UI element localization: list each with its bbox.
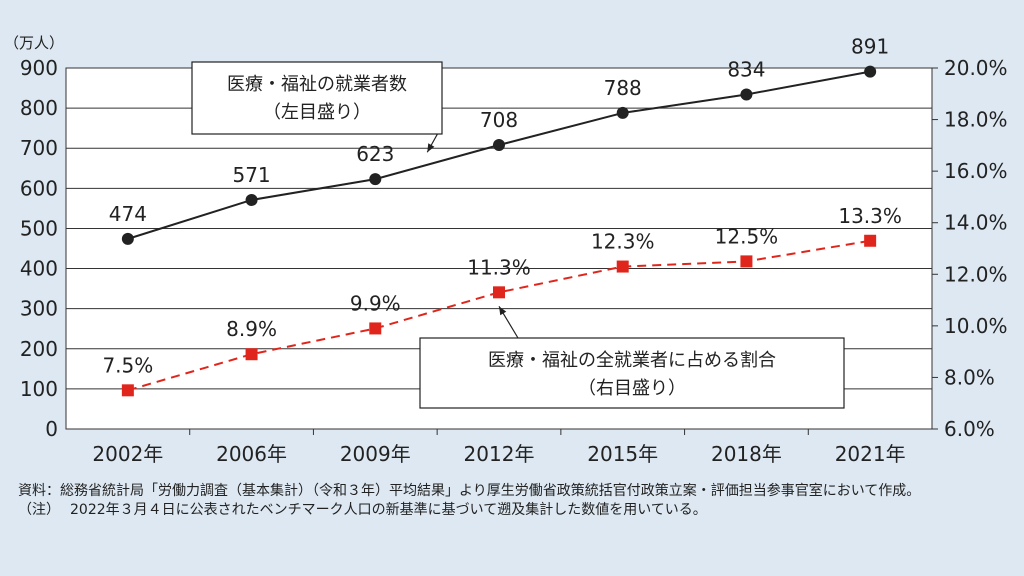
left-tick-label: 200 <box>20 337 58 361</box>
callout-box-1 <box>419 337 845 409</box>
left-tick-label: 600 <box>20 176 58 200</box>
left-axis-ticks: 0 100 200 300 400 500 600 700 800 900 <box>20 56 58 441</box>
data-label-0-0: 474 <box>109 202 147 226</box>
left-tick-label: 800 <box>20 96 58 120</box>
marker-1-1 <box>245 348 258 361</box>
left-tick-label: 300 <box>20 297 58 321</box>
footnotes: 資料： 総務省統計局「労働力調査（基本集計）（令和３年）平均結果」より厚生労働省… <box>18 482 1018 520</box>
right-tick-label: 16.0% <box>944 159 1008 183</box>
series-markers <box>121 65 877 397</box>
data-label-1-3: 11.3% <box>467 255 531 279</box>
callout-arrowhead-1 <box>499 306 507 316</box>
series-callouts: 医療・福祉の就業者数 （左目盛り） 医療・福祉の全就業者に占める割合 （右目盛り） <box>191 61 845 409</box>
data-label-1-5: 12.5% <box>715 224 779 248</box>
marker-1-0 <box>121 384 134 397</box>
data-label-0-3: 708 <box>480 108 518 132</box>
callout-line2-0: （左目盛り） <box>263 102 371 123</box>
marker-0-4 <box>616 106 629 119</box>
marker-0-3 <box>493 139 505 152</box>
chart: 0 100 200 300 400 500 600 700 800 900 6.0% 8.0% 10.… <box>4 34 1008 466</box>
marker-0-0 <box>121 232 134 245</box>
marker-0-1 <box>245 193 258 206</box>
right-tick-label: 18.0% <box>944 108 1008 132</box>
data-label-1-0: 7.5% <box>102 353 153 377</box>
data-label-0-4: 788 <box>604 76 642 100</box>
source-note: 資料： 総務省統計局「労働力調査（基本集計）（令和３年）平均結果」より厚生労働省… <box>18 482 1018 501</box>
note-text: 2022年３月４日に公表されたベンチマーク人口の新基準に基づいて遡及集計した数値… <box>70 502 707 518</box>
data-labels: 474 571 623 708 788 834 891 7.5% 8.9% 9.9% 11.3% 12… <box>102 35 901 378</box>
callout-1: 医療・福祉の全就業者に占める割合 （右目盛り） <box>419 306 845 409</box>
right-tick-label: 12.0% <box>944 262 1008 286</box>
data-label-1-6: 13.3% <box>838 204 902 228</box>
callout-0: 医療・福祉の就業者数 （左目盛り） <box>191 61 443 153</box>
callout-line1-0: 医療・福祉の就業者数 <box>227 74 407 95</box>
marker-1-4 <box>616 260 629 273</box>
callout-arrowhead-0 <box>427 143 435 153</box>
marker-1-6 <box>864 234 877 247</box>
right-tick-label: 10.0% <box>944 314 1008 338</box>
x-tick-label: 2018年 <box>711 442 782 466</box>
source-label: 資料： <box>18 483 60 499</box>
marker-1-3 <box>493 286 505 299</box>
left-axis-unit: （万人） <box>4 34 64 52</box>
left-tick-label: 400 <box>20 257 58 281</box>
x-tick-label: 2002年 <box>92 442 163 466</box>
data-label-0-1: 571 <box>232 163 270 187</box>
data-label-1-1: 8.9% <box>226 317 277 341</box>
data-label-1-4: 12.3% <box>591 230 655 254</box>
right-tick-label: 6.0% <box>944 417 995 441</box>
x-tick-label: 2012年 <box>464 442 535 466</box>
data-label-0-6: 891 <box>851 35 889 59</box>
callout-line1-1: 医療・福祉の全就業者に占める割合 <box>488 350 776 371</box>
x-tick-label: 2021年 <box>835 442 906 466</box>
x-tick-label: 2015年 <box>587 442 658 466</box>
right-axis-ticks: 6.0% 8.0% 10.0% 12.0% 14.0% 16.0% 18.0% 20.0% <box>932 56 1008 441</box>
marker-0-6 <box>864 65 877 78</box>
data-label-1-2: 9.9% <box>350 291 401 315</box>
left-tick-label: 100 <box>20 377 58 401</box>
data-label-0-5: 834 <box>727 57 765 81</box>
right-tick-label: 8.0% <box>944 365 995 389</box>
x-tick-label: 2006年 <box>216 442 287 466</box>
marker-1-5 <box>740 255 753 268</box>
marker-1-2 <box>369 322 382 335</box>
callout-line2-1: （右目盛り） <box>578 378 686 399</box>
right-tick-label: 14.0% <box>944 211 1008 235</box>
x-tick-label: 2009年 <box>340 442 411 466</box>
footnote: （注） 2022年３月４日に公表されたベンチマーク人口の新基準に基づいて遡及集計… <box>18 501 1018 520</box>
data-label-0-2: 623 <box>356 142 394 166</box>
x-axis-ticks: 2002年 2006年 2009年 2012年 2015年 2018年 2021年 <box>92 429 906 466</box>
marker-0-5 <box>740 88 753 101</box>
left-tick-label: 0 <box>45 417 58 441</box>
source-text: 総務省統計局「労働力調査（基本集計）（令和３年）平均結果」より厚生労働省政策統括… <box>60 483 921 499</box>
left-tick-label: 700 <box>20 136 58 160</box>
note-label: （注） <box>18 502 60 518</box>
right-tick-label: 20.0% <box>944 56 1008 80</box>
marker-0-2 <box>369 173 382 186</box>
callout-box-0 <box>191 61 443 135</box>
left-tick-label: 900 <box>20 56 58 80</box>
left-tick-label: 500 <box>20 216 58 240</box>
